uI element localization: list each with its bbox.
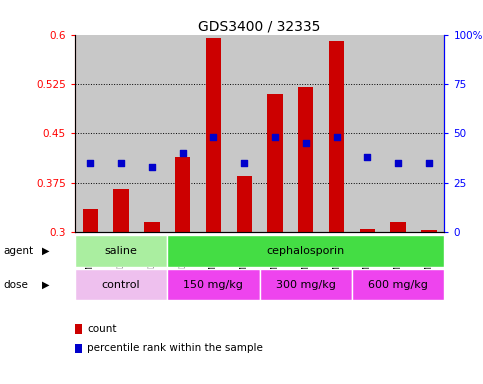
Bar bbox=[114, 189, 129, 232]
Point bbox=[148, 164, 156, 170]
Bar bbox=[83, 209, 98, 232]
Text: percentile rank within the sample: percentile rank within the sample bbox=[87, 343, 263, 354]
Bar bbox=[144, 222, 159, 232]
Point bbox=[333, 134, 341, 141]
Bar bbox=[421, 230, 437, 232]
Bar bbox=[390, 222, 406, 232]
Bar bbox=[167, 235, 444, 267]
Bar bbox=[206, 38, 221, 232]
Bar bbox=[260, 269, 352, 300]
Text: cephalosporin: cephalosporin bbox=[267, 246, 345, 256]
Text: saline: saline bbox=[105, 246, 138, 256]
Point bbox=[117, 160, 125, 166]
Bar bbox=[267, 94, 283, 232]
Text: 150 mg/kg: 150 mg/kg bbox=[184, 280, 243, 290]
Point bbox=[364, 154, 371, 160]
Point bbox=[241, 160, 248, 166]
Text: count: count bbox=[87, 324, 116, 334]
Text: ▶: ▶ bbox=[42, 280, 50, 290]
Text: 600 mg/kg: 600 mg/kg bbox=[368, 280, 428, 290]
Point bbox=[425, 160, 433, 166]
Point bbox=[86, 160, 94, 166]
Bar bbox=[298, 87, 313, 232]
Bar bbox=[75, 269, 167, 300]
Text: 300 mg/kg: 300 mg/kg bbox=[276, 280, 336, 290]
Bar bbox=[360, 229, 375, 232]
Point bbox=[179, 150, 186, 156]
Title: GDS3400 / 32335: GDS3400 / 32335 bbox=[199, 20, 321, 33]
Bar bbox=[329, 41, 344, 232]
Point bbox=[210, 134, 217, 141]
Point bbox=[394, 160, 402, 166]
Point bbox=[302, 140, 310, 146]
Bar bbox=[167, 269, 260, 300]
Bar bbox=[352, 269, 444, 300]
Text: ▶: ▶ bbox=[42, 246, 50, 256]
Bar bbox=[237, 176, 252, 232]
Text: agent: agent bbox=[4, 246, 34, 256]
Text: dose: dose bbox=[4, 280, 29, 290]
Text: control: control bbox=[102, 280, 141, 290]
Bar bbox=[75, 235, 167, 267]
Bar bbox=[175, 157, 190, 232]
Point bbox=[271, 134, 279, 141]
